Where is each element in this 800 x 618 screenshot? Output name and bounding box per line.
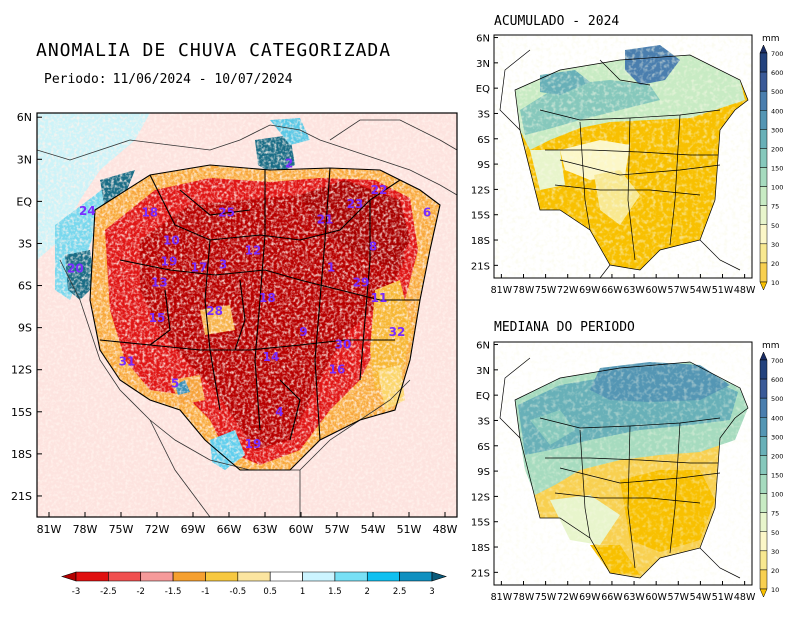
lon-tick-label: 66W	[217, 523, 242, 536]
colorbar-swatch	[237, 571, 271, 582]
lon-tick-label: 69W	[181, 523, 206, 536]
basin-label: 6	[423, 206, 431, 220]
basin-label: 20	[67, 262, 84, 276]
colorbar-label: 1	[300, 587, 305, 597]
colorbar-label: 3	[429, 587, 434, 597]
accum-map-title: ACUMULADO - 2024	[494, 14, 620, 29]
anomaly-colorbar: -3 -2.5 -2 -1.5 -1 -0.5 0.5 1 1.5 2 2.5 3	[61, 571, 447, 597]
basin-label: 17	[191, 260, 208, 274]
basin-label: 2	[285, 157, 293, 171]
colorbar-label: 2	[365, 587, 370, 597]
basin-label: 5	[171, 377, 179, 391]
basin-label: 25	[218, 206, 235, 220]
lat-tick-label: 9S	[18, 322, 32, 335]
colorbar-swatch	[302, 571, 336, 582]
colorbar-swatch	[205, 571, 239, 582]
basin-label: 31	[119, 354, 136, 368]
basin-label: 19	[245, 437, 262, 451]
lat-tick-label: EQ	[16, 195, 32, 208]
lon-tick-label: 51W	[397, 523, 422, 536]
basin-label: 1	[327, 260, 335, 274]
basin-label: 22	[371, 183, 388, 197]
colorbar-swatch	[108, 571, 142, 582]
lat-tick-label: 3S	[18, 237, 32, 250]
colorbar-label: -1.5	[165, 587, 182, 597]
colorbar-label: 1.5	[328, 587, 342, 597]
period-line: Periodo: 11/06/2024 - 10/07/2024	[44, 72, 299, 87]
lon-tick-label: 57W	[325, 523, 350, 536]
colorbar-swatch	[431, 571, 447, 582]
lat-tick-label: 3N	[17, 153, 32, 166]
lat-tick-label: 6N	[17, 111, 32, 124]
main-map-frame	[36, 112, 458, 518]
main-map-field	[37, 113, 457, 517]
colorbar-swatch	[366, 571, 400, 582]
basin-label: 28	[206, 304, 223, 318]
colorbar-swatch	[61, 571, 77, 582]
basin-label: 10	[163, 234, 180, 248]
main-map-lon-axis: 81W 78W 75W 72W 69W 66W 63W 60W 57W 54W 51W 48W	[37, 512, 458, 536]
colorbar-label: -0.5	[230, 587, 247, 597]
basin-label: 12	[245, 243, 262, 257]
colorbar-label: -2	[136, 587, 144, 597]
basin-label: 23	[347, 197, 364, 211]
basin-label: 30	[335, 337, 352, 351]
colorbar-label: -2.5	[100, 587, 117, 597]
main-map-borders	[37, 119, 457, 517]
lon-tick-label: 48W	[433, 523, 458, 536]
basin-label: 29	[353, 276, 370, 290]
colorbar-swatch	[140, 571, 174, 582]
colorbar-label: -3	[72, 587, 80, 597]
median-map-title: MEDIANA DO PERIODO	[494, 320, 635, 335]
basin-label: 21	[317, 213, 334, 227]
colorbar-label: -1	[201, 587, 209, 597]
lat-tick-label: 15S	[11, 406, 32, 419]
lon-tick-label: 75W	[109, 523, 134, 536]
basin-label: 16	[329, 363, 346, 377]
basin-label: 13	[151, 276, 168, 290]
main-map-lat-axis: 6N 3N EQ 3S 6S 9S 12S 15S 18S 21S	[11, 111, 42, 503]
basin-label: 8	[369, 239, 377, 253]
lon-tick-label: 54W	[361, 523, 386, 536]
period-value: 11/06/2024 - 10/07/2024	[112, 72, 293, 87]
main-map-title: ANOMALIA DE CHUVA CATEGORIZADA	[36, 40, 392, 61]
basin-label: 18	[259, 291, 276, 305]
colorbar-swatch	[399, 571, 433, 582]
lon-tick-label: 78W	[73, 523, 98, 536]
period-label: Periodo:	[44, 72, 107, 87]
basin-label: 4	[275, 405, 283, 419]
basin-label: 11	[371, 291, 388, 305]
basin-label: 24	[79, 204, 96, 218]
colorbar-label: 0.5	[263, 587, 277, 597]
basin-label: 3	[219, 258, 227, 272]
lon-tick-label: 60W	[289, 523, 314, 536]
colorbar-swatch	[269, 571, 303, 582]
colorbar-swatch	[334, 571, 368, 582]
colorbar-swatch	[75, 571, 109, 582]
colorbar-label: 2.5	[393, 587, 407, 597]
lon-tick-label: 81W	[37, 523, 62, 536]
basin-label: 18	[141, 206, 158, 220]
lat-tick-label: 6S	[18, 280, 32, 293]
colorbar-swatch	[172, 571, 206, 582]
basin-label: 14	[263, 350, 280, 364]
lon-tick-label: 72W	[145, 523, 170, 536]
lat-tick-label: 18S	[11, 448, 32, 461]
lon-tick-label: 63W	[253, 523, 278, 536]
main-map-basins	[89, 164, 441, 471]
basin-label: 32	[389, 325, 406, 339]
lat-tick-label: 12S	[11, 364, 32, 377]
basin-label: 15	[149, 311, 166, 325]
basin-label: 19	[161, 255, 178, 269]
basin-label: 9	[299, 325, 307, 339]
lat-tick-label: 21S	[11, 490, 32, 503]
